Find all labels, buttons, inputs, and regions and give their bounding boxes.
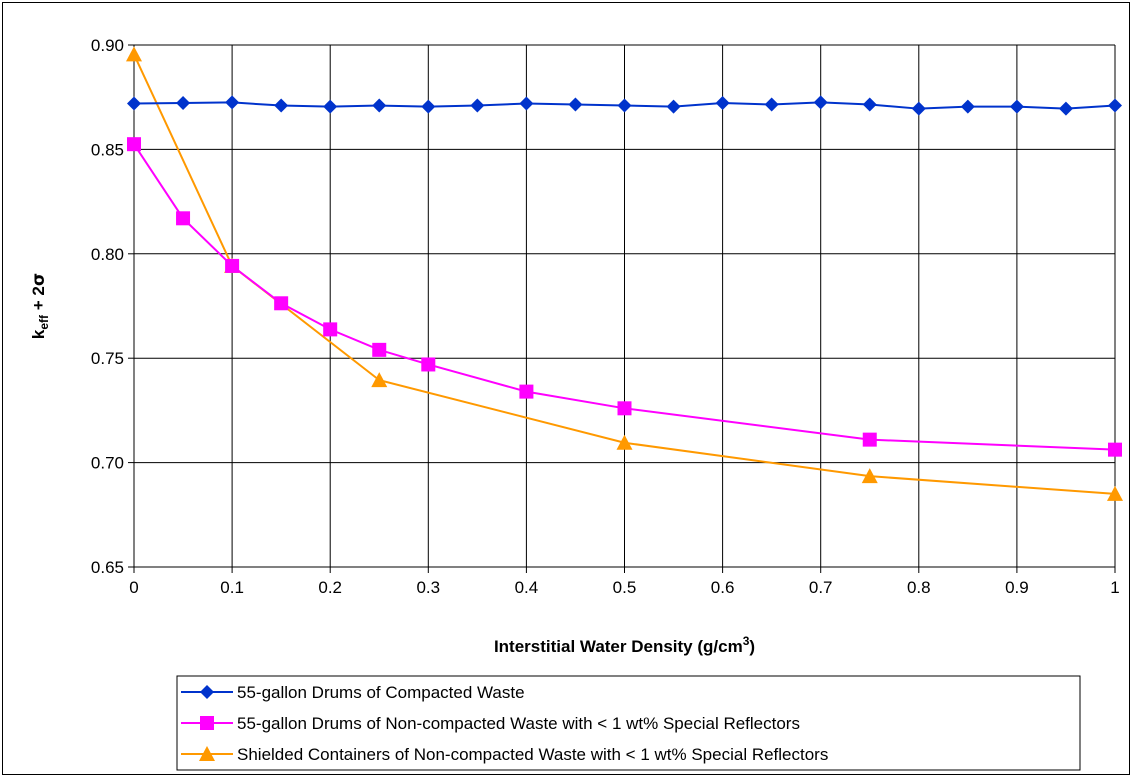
y-tick-label: 0.80: [91, 245, 124, 264]
y-tick-label: 0.70: [91, 454, 124, 473]
legend-marker: [200, 716, 214, 730]
data-point: [519, 384, 534, 399]
data-point: [176, 211, 191, 226]
data-point: [1108, 442, 1122, 457]
legend-label: 55-gallon Drums of Non-compacted Waste w…: [237, 714, 800, 733]
x-tick-label: 0.6: [711, 578, 735, 597]
x-tick-label: 0.4: [515, 578, 539, 597]
legend-marker: [200, 685, 214, 699]
data-point: [421, 357, 436, 372]
data-point: [372, 98, 387, 113]
legend: 55-gallon Drums of Compacted Waste 55-gal…: [176, 675, 1081, 771]
y-tick-label: 0.90: [91, 36, 124, 55]
data-point: [127, 96, 141, 111]
x-axis-title: Interstitial Water Density (g/cm3): [494, 634, 755, 656]
data-point: [568, 97, 583, 112]
x-tick-label: 0: [129, 578, 138, 597]
x-tick-label: 0.2: [318, 578, 342, 597]
data-point: [617, 98, 632, 113]
legend-box: [176, 675, 1081, 771]
legend-label: 55-gallon Drums of Compacted Waste: [237, 683, 525, 702]
data-point: [470, 98, 485, 113]
x-tick-label: 0.1: [220, 578, 244, 597]
data-point: [225, 95, 240, 110]
data-point: [960, 99, 975, 114]
data-point: [372, 342, 387, 357]
data-point: [617, 401, 632, 416]
data-point: [862, 97, 877, 112]
data-point: [616, 434, 633, 450]
y-axis-title: keff + 2σ: [29, 273, 51, 339]
x-tick-label: 0.8: [907, 578, 931, 597]
series-1: [127, 95, 1122, 116]
data-point: [666, 99, 681, 114]
data-point: [323, 322, 338, 337]
y-tick-label: 0.65: [91, 558, 124, 577]
data-point: [764, 97, 779, 112]
series-2: [127, 137, 1122, 457]
x-tick-label: 1: [1110, 578, 1119, 597]
data-point: [1058, 101, 1073, 116]
data-point: [519, 96, 534, 111]
legend-label: Shielded Containers of Non-compacted Was…: [237, 745, 828, 764]
data-point: [715, 96, 730, 111]
data-point: [225, 258, 240, 273]
data-point: [126, 46, 142, 62]
legend-marker: [199, 746, 215, 761]
series-line: [133, 53, 1116, 495]
data-point: [911, 101, 926, 116]
data-point: [1009, 99, 1024, 114]
x-tick-label: 0.9: [1005, 578, 1029, 597]
data-point: [323, 99, 338, 114]
data-point: [274, 296, 289, 311]
data-point: [861, 468, 878, 484]
data-point: [371, 372, 388, 388]
y-tick-label: 0.75: [91, 349, 124, 368]
data-point: [1108, 98, 1122, 113]
data-point: [1107, 485, 1123, 501]
data-point: [176, 96, 191, 111]
data-point: [421, 99, 436, 114]
data-point: [274, 98, 289, 113]
data-point: [813, 95, 828, 110]
y-tick-label: 0.85: [91, 140, 124, 159]
x-tick-label: 0.5: [613, 578, 637, 597]
x-tick-label: 0.7: [809, 578, 833, 597]
data-point: [862, 432, 877, 447]
x-tick-label: 0.3: [416, 578, 440, 597]
data-point: [127, 137, 141, 152]
